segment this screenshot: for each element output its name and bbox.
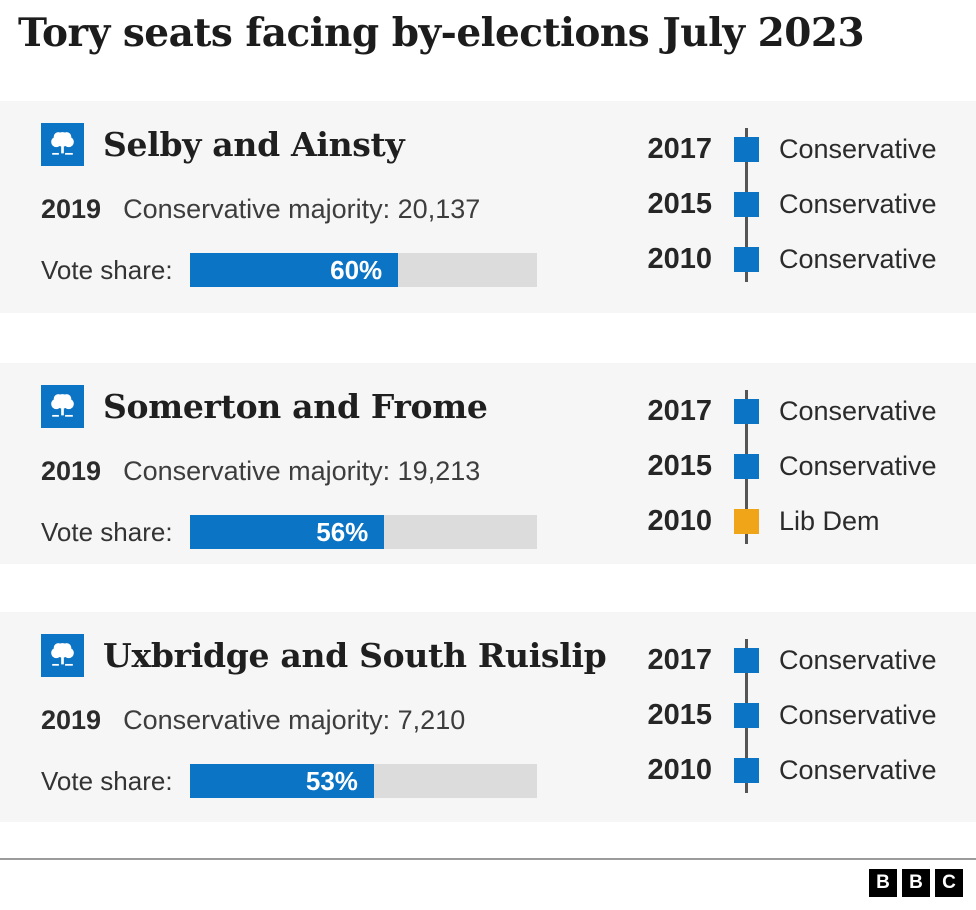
majority-text: Conservative majority: 19,213 — [123, 456, 481, 486]
timeline-row: 2017 Conservative — [640, 122, 970, 177]
timeline-row: 2010 Conservative — [640, 743, 970, 798]
majority-year: 2019 — [41, 194, 102, 224]
vote-share-value: 53% — [305, 765, 358, 796]
party-marker-icon — [734, 648, 759, 673]
timeline-party: Conservative — [779, 700, 937, 730]
timeline-party: Conservative — [779, 755, 937, 785]
seat-panel-somerton: Somerton and Frome 2019 Conservative majo… — [0, 363, 976, 564]
timeline-row: 2017 Conservative — [640, 384, 970, 439]
party-marker-icon — [734, 758, 759, 783]
bbc-logo: B B C — [869, 869, 963, 897]
vote-share-fill: 60% — [190, 253, 399, 287]
timeline-row: 2015 Conservative — [640, 688, 970, 743]
timeline-row: 2010 Lib Dem — [640, 494, 970, 549]
vote-share-bar: 56% — [190, 515, 537, 549]
timeline-party: Conservative — [779, 244, 937, 274]
vote-share-fill: 53% — [190, 764, 374, 798]
party-marker-icon — [734, 247, 759, 272]
vote-share-row: Vote share: 53% — [41, 764, 537, 798]
timeline-row: 2015 Conservative — [640, 439, 970, 494]
vote-share-value: 56% — [316, 516, 369, 547]
election-history-timeline: 2017 Conservative 2015 Conservative 2010… — [640, 384, 970, 549]
party-marker-icon — [734, 703, 759, 728]
vote-share-label: Vote share: — [41, 765, 173, 796]
timeline-year: 2010 — [647, 505, 712, 537]
timeline-year: 2015 — [647, 699, 712, 731]
timeline-year: 2015 — [647, 450, 712, 482]
timeline-row: 2017 Conservative — [640, 633, 970, 688]
conservative-tree-icon — [41, 385, 84, 428]
vote-share-label: Vote share: — [41, 254, 173, 285]
timeline-party: Conservative — [779, 396, 937, 426]
majority-row: 2019 Conservative majority: 7,210 — [41, 705, 465, 736]
majority-text: Conservative majority: 7,210 — [123, 705, 466, 735]
election-history-timeline: 2017 Conservative 2015 Conservative 2010… — [640, 633, 970, 798]
footer-divider — [0, 858, 976, 860]
timeline-row: 2015 Conservative — [640, 177, 970, 232]
timeline-party: Conservative — [779, 645, 937, 675]
vote-share-bar: 60% — [190, 253, 537, 287]
conservative-tree-icon — [41, 634, 84, 677]
timeline-year: 2015 — [647, 188, 712, 220]
seat-header: Somerton and Frome — [41, 385, 488, 428]
vote-share-fill: 56% — [190, 515, 385, 549]
timeline-party: Conservative — [779, 189, 937, 219]
seat-name: Uxbridge and South Ruislip — [103, 636, 607, 675]
bbc-logo-block: B — [902, 869, 930, 897]
party-marker-icon — [734, 137, 759, 162]
bbc-logo-block: C — [935, 869, 963, 897]
seat-header: Selby and Ainsty — [41, 123, 405, 166]
majority-row: 2019 Conservative majority: 20,137 — [41, 194, 480, 225]
majority-row: 2019 Conservative majority: 19,213 — [41, 456, 480, 487]
page-title: Tory seats facing by-elections July 2023 — [18, 10, 865, 56]
election-history-timeline: 2017 Conservative 2015 Conservative 2010… — [640, 122, 970, 287]
timeline-year: 2010 — [647, 754, 712, 786]
timeline-year: 2017 — [647, 395, 712, 427]
timeline-row: 2010 Conservative — [640, 232, 970, 287]
seat-panel-uxbridge: Uxbridge and South Ruislip 2019 Conservat… — [0, 612, 976, 822]
conservative-tree-icon — [41, 123, 84, 166]
seat-header: Uxbridge and South Ruislip — [41, 634, 607, 677]
timeline-year: 2017 — [647, 644, 712, 676]
bbc-logo-block: B — [869, 869, 897, 897]
vote-share-label: Vote share: — [41, 516, 173, 547]
timeline-party: Conservative — [779, 451, 937, 481]
vote-share-bar: 53% — [190, 764, 537, 798]
timeline-year: 2017 — [647, 133, 712, 165]
majority-text: Conservative majority: 20,137 — [123, 194, 481, 224]
party-marker-icon — [734, 509, 759, 534]
timeline-party: Lib Dem — [779, 506, 880, 536]
party-marker-icon — [734, 399, 759, 424]
majority-year: 2019 — [41, 456, 102, 486]
timeline-year: 2010 — [647, 243, 712, 275]
party-marker-icon — [734, 454, 759, 479]
vote-share-row: Vote share: 60% — [41, 253, 537, 287]
seat-name: Somerton and Frome — [103, 387, 488, 426]
vote-share-value: 60% — [330, 254, 383, 285]
timeline-party: Conservative — [779, 134, 937, 164]
majority-year: 2019 — [41, 705, 102, 735]
party-marker-icon — [734, 192, 759, 217]
seat-panel-selby: Selby and Ainsty 2019 Conservative majori… — [0, 101, 976, 313]
seat-name: Selby and Ainsty — [103, 125, 405, 164]
vote-share-row: Vote share: 56% — [41, 515, 537, 549]
